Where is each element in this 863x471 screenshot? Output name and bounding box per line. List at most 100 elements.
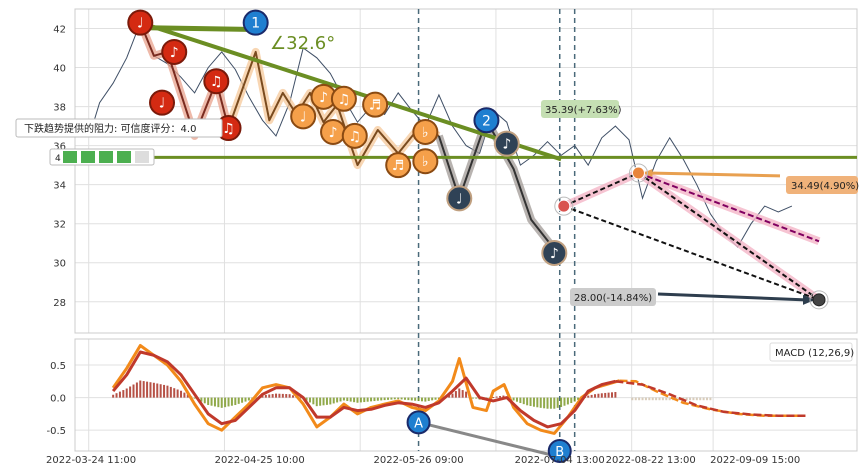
macd-histogram-bar	[434, 397, 437, 400]
macd-histogram-bar	[152, 382, 155, 398]
macd-histogram-bar	[631, 397, 634, 401]
wave-marker-orange	[330, 85, 357, 112]
macd-histogram-bar	[315, 397, 318, 407]
macd-histogram-bar	[403, 397, 406, 400]
macd-histogram-bar	[400, 397, 403, 400]
macd-histogram-bar	[241, 397, 244, 403]
wave-marker-glyph: ♪	[550, 246, 559, 262]
macd-histogram-bar	[135, 382, 138, 398]
macd-histogram-bar	[417, 397, 420, 402]
x-axis-ticks: 2022-03-24 11:00 2022-04-25 10:00 2022-05-…	[46, 455, 800, 466]
y-tick-label: 28	[53, 298, 66, 309]
macd-histogram-bar	[285, 394, 288, 398]
forecast-marker-ring	[554, 196, 574, 216]
forecast-up-label-text: 35.39(+7.63%)	[545, 105, 622, 116]
wave-marker-glyph: ♬	[369, 98, 382, 114]
resistance-note: 下跌趋势提供的阻力: 可信度评分：4.0	[24, 122, 196, 135]
macd-histogram-bar	[387, 397, 390, 400]
macd-histogram-bar	[193, 397, 196, 399]
macd-histogram-bar	[539, 397, 542, 408]
macd-histogram-bar	[149, 382, 152, 398]
wave-marker-orange	[290, 103, 317, 130]
macd-histogram-bar	[658, 397, 661, 401]
macd-histogram-bar	[356, 397, 359, 403]
forecast-up-label-box	[541, 100, 619, 118]
macd-histogram-bar	[383, 397, 386, 401]
macd-histogram-bar	[577, 397, 580, 400]
macd-legend-box	[769, 342, 853, 362]
macd-histogram-bar	[217, 397, 220, 408]
wave-marker-orange	[362, 91, 389, 118]
top-plot-frame	[74, 8, 858, 334]
x-tick-label: 2022-03-24 11:00	[46, 455, 136, 466]
macd-histogram-bar	[648, 397, 651, 401]
macd-histogram-bar	[173, 388, 176, 398]
macd-histogram-bar	[319, 397, 322, 406]
macd-histogram-bar	[499, 396, 502, 398]
macd-histogram-bar	[600, 393, 603, 398]
forecast-low-arrow	[657, 292, 806, 302]
forecast-up-label: 35.39(+7.63%)	[541, 100, 622, 118]
macd-histogram-bar	[607, 392, 610, 398]
macd-histogram-bar	[268, 394, 271, 398]
macd-histogram-bar	[169, 386, 172, 398]
macd-histogram-bar	[587, 395, 590, 398]
wave-marker-glyph: 2	[482, 113, 491, 129]
forecast-low-label: 28.00(-14.84%)	[570, 288, 656, 306]
wave-marker-blue	[473, 107, 500, 134]
macd-histogram-bar	[339, 397, 342, 402]
wave-marker-glyph: ♫	[338, 92, 351, 108]
macd-y-tick-label: 0.0	[50, 394, 66, 405]
macd-histogram-bar	[163, 384, 166, 398]
macd-histogram-bar	[495, 396, 498, 398]
forecast-line	[563, 172, 639, 208]
macd-histogram-bar	[594, 394, 597, 398]
macd-histogram-bar	[329, 397, 332, 405]
macd-histogram-bar	[308, 397, 311, 403]
macd-histogram-bar	[359, 397, 362, 403]
macd-legend-text: MACD (12,26,9)	[775, 348, 854, 359]
macd-histogram-bar	[183, 392, 186, 398]
macd-histogram-bar	[166, 385, 169, 398]
score-row-value: 4	[55, 154, 61, 164]
macd-histogram-bar	[305, 397, 308, 401]
macd-histogram-bar	[492, 397, 495, 399]
macd-histogram-bar	[349, 397, 352, 402]
macd-y-tick-label: 0.5	[50, 361, 66, 372]
wave-marker-dark	[493, 130, 520, 157]
macd-histogram-bar	[203, 397, 206, 404]
forecast-mid-label-box	[786, 176, 858, 194]
macd-histogram-bar	[332, 397, 335, 404]
wave-marker-glyph: ♪	[170, 45, 179, 61]
forecast-line	[563, 205, 820, 301]
score-tag-icon	[81, 151, 95, 163]
macd-histogram-bar	[610, 392, 613, 398]
macd-histogram-bar	[292, 395, 295, 398]
bottom-plot-frame	[74, 338, 858, 452]
macd-histogram-bar	[275, 393, 278, 398]
macd-histogram-bar	[220, 397, 223, 408]
wave-marker-glyph: 1	[251, 16, 260, 32]
macd-histogram-bar	[234, 397, 237, 406]
macd-histogram-bar	[376, 397, 379, 401]
wave-marker-glyph: ♫	[210, 74, 223, 90]
macd-histogram-bar	[573, 397, 576, 402]
macd-histogram-bar	[689, 397, 692, 401]
macd-histogram-bar	[549, 397, 552, 409]
macd-histogram-bar	[125, 388, 128, 398]
forecast-marker-ring	[628, 163, 648, 183]
macd-histogram-bar	[515, 397, 518, 402]
macd-histogram-bar	[139, 380, 142, 398]
wave-marker-glyph: ♩	[456, 191, 463, 207]
divergence-marker-label: B	[555, 445, 564, 460]
wave-marker-dark	[446, 185, 473, 212]
macd-histogram-bar	[638, 397, 641, 401]
macd-histogram-bar	[706, 397, 709, 401]
macd-histogram-bar	[227, 397, 230, 407]
macd-histogram-bar	[556, 397, 559, 408]
macd-histogram-bar	[230, 397, 233, 406]
macd-histogram-bar	[475, 397, 478, 399]
signal-forecast-line	[615, 380, 806, 418]
macd-histogram-bar	[665, 397, 668, 401]
